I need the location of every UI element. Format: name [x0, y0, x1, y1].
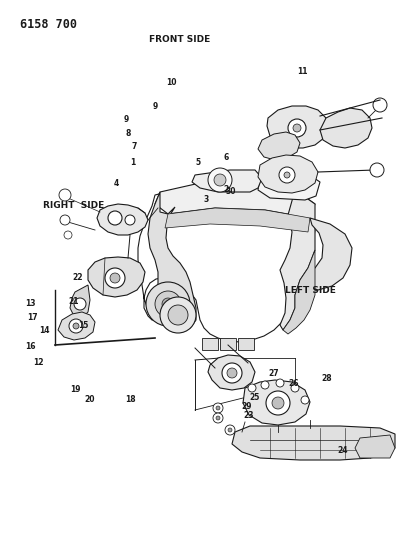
- Text: 6: 6: [224, 153, 229, 161]
- Circle shape: [248, 384, 256, 392]
- Text: 5: 5: [195, 158, 200, 167]
- Circle shape: [60, 215, 70, 225]
- Text: 25: 25: [250, 393, 260, 401]
- Circle shape: [291, 384, 299, 392]
- Circle shape: [216, 416, 220, 420]
- Circle shape: [261, 381, 269, 389]
- Circle shape: [208, 168, 232, 192]
- Circle shape: [213, 403, 223, 413]
- Circle shape: [301, 396, 309, 404]
- Polygon shape: [267, 106, 328, 148]
- Circle shape: [214, 174, 226, 186]
- Circle shape: [373, 98, 387, 112]
- Text: 29: 29: [242, 402, 252, 410]
- Circle shape: [155, 291, 181, 317]
- Text: FRONT SIDE: FRONT SIDE: [149, 36, 210, 44]
- Text: 11: 11: [297, 68, 307, 76]
- Text: 22: 22: [72, 273, 83, 281]
- Polygon shape: [258, 170, 320, 200]
- Polygon shape: [280, 190, 315, 330]
- Text: 1: 1: [130, 158, 135, 167]
- Circle shape: [216, 406, 220, 410]
- Circle shape: [168, 305, 188, 325]
- Polygon shape: [165, 208, 310, 232]
- Polygon shape: [305, 218, 352, 290]
- Circle shape: [213, 413, 223, 423]
- Circle shape: [69, 319, 83, 333]
- Text: 26: 26: [288, 379, 299, 388]
- Circle shape: [73, 323, 79, 329]
- Text: 24: 24: [337, 446, 348, 455]
- Circle shape: [284, 172, 290, 178]
- Circle shape: [110, 273, 120, 283]
- Circle shape: [162, 298, 174, 310]
- Circle shape: [105, 268, 125, 288]
- Text: 7: 7: [132, 142, 137, 151]
- Text: 15: 15: [78, 321, 89, 329]
- Text: 18: 18: [125, 395, 136, 404]
- Text: 19: 19: [70, 385, 81, 393]
- Text: 6158 700: 6158 700: [20, 18, 77, 31]
- Text: 30: 30: [225, 188, 236, 196]
- Text: 28: 28: [321, 374, 332, 383]
- Text: 23: 23: [244, 411, 254, 420]
- Text: 12: 12: [33, 358, 44, 367]
- Polygon shape: [70, 285, 90, 318]
- Polygon shape: [58, 312, 95, 340]
- Text: 20: 20: [84, 395, 95, 404]
- Circle shape: [266, 391, 290, 415]
- Circle shape: [108, 211, 122, 225]
- Circle shape: [146, 282, 190, 326]
- Polygon shape: [220, 338, 236, 350]
- Text: 27: 27: [268, 369, 279, 377]
- Text: 16: 16: [25, 342, 36, 351]
- Circle shape: [288, 119, 306, 137]
- Text: 17: 17: [27, 313, 38, 321]
- Polygon shape: [232, 426, 395, 460]
- Text: 13: 13: [25, 300, 36, 308]
- Text: LEFT SIDE: LEFT SIDE: [285, 286, 335, 295]
- Polygon shape: [208, 355, 255, 390]
- Circle shape: [279, 167, 295, 183]
- Circle shape: [74, 298, 86, 310]
- Text: 2: 2: [224, 185, 229, 193]
- Polygon shape: [88, 257, 145, 297]
- Circle shape: [370, 163, 384, 177]
- Polygon shape: [238, 338, 254, 350]
- Text: 14: 14: [40, 326, 50, 335]
- Text: 9: 9: [153, 102, 157, 111]
- Polygon shape: [202, 338, 218, 350]
- Circle shape: [228, 428, 232, 432]
- Text: 21: 21: [68, 297, 79, 305]
- Polygon shape: [258, 132, 300, 160]
- Circle shape: [160, 297, 196, 333]
- Polygon shape: [192, 170, 262, 192]
- Polygon shape: [355, 435, 395, 458]
- Circle shape: [64, 231, 72, 239]
- Circle shape: [225, 425, 235, 435]
- Polygon shape: [243, 380, 310, 425]
- Polygon shape: [97, 204, 148, 235]
- Circle shape: [222, 363, 242, 383]
- Polygon shape: [283, 250, 315, 334]
- Polygon shape: [320, 108, 372, 148]
- Circle shape: [227, 368, 237, 378]
- Polygon shape: [155, 182, 315, 218]
- Polygon shape: [258, 155, 318, 193]
- Circle shape: [125, 215, 135, 225]
- Circle shape: [276, 379, 284, 387]
- Circle shape: [293, 124, 301, 132]
- Text: 9: 9: [124, 116, 129, 124]
- Text: RIGHT  SIDE: RIGHT SIDE: [43, 201, 104, 209]
- Polygon shape: [148, 192, 196, 330]
- Circle shape: [59, 189, 71, 201]
- Circle shape: [272, 397, 284, 409]
- Text: 3: 3: [204, 196, 208, 204]
- Text: 10: 10: [166, 78, 177, 87]
- Text: 4: 4: [114, 180, 119, 188]
- Text: 8: 8: [126, 129, 131, 138]
